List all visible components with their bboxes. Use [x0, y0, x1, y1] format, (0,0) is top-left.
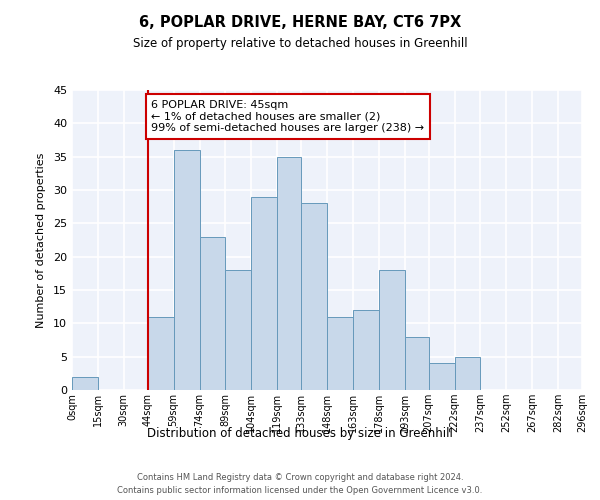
Bar [379, 270, 404, 390]
Y-axis label: Number of detached properties: Number of detached properties [36, 152, 46, 328]
Text: Contains public sector information licensed under the Open Government Licence v3: Contains public sector information licen… [118, 486, 482, 495]
Text: 6, POPLAR DRIVE, HERNE BAY, CT6 7PX: 6, POPLAR DRIVE, HERNE BAY, CT6 7PX [139, 15, 461, 30]
Bar [148, 316, 173, 390]
Bar [327, 316, 353, 390]
Bar [277, 156, 301, 390]
Text: Contains HM Land Registry data © Crown copyright and database right 2024.: Contains HM Land Registry data © Crown c… [137, 472, 463, 482]
Bar [428, 364, 455, 390]
Text: Size of property relative to detached houses in Greenhill: Size of property relative to detached ho… [133, 38, 467, 51]
Text: 6 POPLAR DRIVE: 45sqm
← 1% of detached houses are smaller (2)
99% of semi-detach: 6 POPLAR DRIVE: 45sqm ← 1% of detached h… [151, 100, 424, 133]
Bar [251, 196, 277, 390]
Bar [455, 356, 481, 390]
Bar [226, 270, 251, 390]
Bar [301, 204, 327, 390]
Bar [173, 150, 199, 390]
Text: Distribution of detached houses by size in Greenhill: Distribution of detached houses by size … [147, 428, 453, 440]
Bar [353, 310, 379, 390]
Bar [72, 376, 98, 390]
Bar [404, 336, 428, 390]
Bar [199, 236, 226, 390]
